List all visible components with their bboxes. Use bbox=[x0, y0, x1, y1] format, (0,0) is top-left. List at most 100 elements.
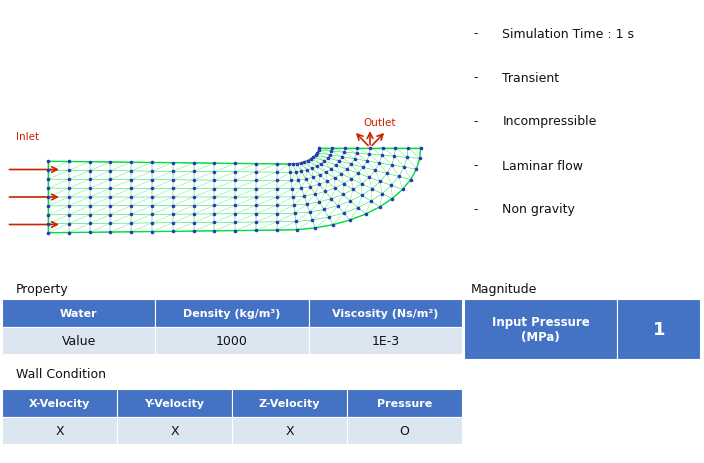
Text: Magnitude: Magnitude bbox=[471, 283, 537, 296]
Point bbox=[365, 144, 376, 152]
Point bbox=[363, 151, 375, 159]
Point bbox=[167, 211, 178, 219]
FancyBboxPatch shape bbox=[464, 300, 617, 359]
Point bbox=[349, 156, 360, 163]
Point bbox=[271, 219, 282, 226]
Text: Simulation Time : 1 s: Simulation Time : 1 s bbox=[503, 27, 634, 40]
Point bbox=[230, 194, 241, 201]
Point bbox=[296, 185, 307, 192]
Point bbox=[386, 182, 397, 190]
Point bbox=[271, 210, 282, 218]
Point bbox=[271, 186, 282, 193]
Point bbox=[42, 194, 54, 201]
Point bbox=[339, 144, 351, 152]
Point bbox=[230, 219, 241, 226]
Point bbox=[402, 144, 413, 152]
Point bbox=[315, 161, 327, 168]
Point bbox=[302, 157, 313, 165]
Point bbox=[314, 172, 325, 179]
Text: O: O bbox=[400, 424, 410, 437]
Point bbox=[293, 177, 304, 184]
Text: X: X bbox=[285, 424, 294, 437]
Point bbox=[401, 154, 413, 162]
Point bbox=[314, 199, 325, 206]
Point bbox=[287, 194, 298, 201]
Point bbox=[251, 169, 262, 176]
Point bbox=[344, 217, 356, 224]
Text: Property: Property bbox=[15, 283, 68, 296]
Point bbox=[320, 188, 331, 196]
Point bbox=[337, 191, 348, 199]
Point bbox=[84, 194, 95, 201]
Text: -: - bbox=[474, 159, 478, 172]
Text: Z-Velocity: Z-Velocity bbox=[259, 398, 320, 408]
Point bbox=[360, 211, 372, 218]
Point bbox=[284, 169, 296, 176]
Point bbox=[301, 167, 313, 175]
Point bbox=[346, 161, 357, 169]
Point bbox=[326, 195, 337, 203]
Point bbox=[105, 211, 116, 219]
Point bbox=[230, 160, 241, 168]
Point bbox=[42, 212, 54, 219]
Point bbox=[313, 147, 325, 155]
Point bbox=[338, 181, 349, 188]
Text: X: X bbox=[170, 424, 179, 437]
Text: X: X bbox=[55, 424, 64, 437]
Point bbox=[84, 203, 95, 210]
Point bbox=[347, 186, 358, 194]
FancyBboxPatch shape bbox=[347, 389, 462, 417]
Text: Water: Water bbox=[60, 308, 97, 318]
Point bbox=[251, 161, 262, 168]
FancyBboxPatch shape bbox=[308, 327, 462, 354]
Point bbox=[332, 203, 344, 210]
Point bbox=[295, 160, 306, 167]
Point bbox=[325, 166, 337, 173]
Point bbox=[125, 176, 137, 184]
Point bbox=[167, 194, 178, 201]
Text: Density (kg/m³): Density (kg/m³) bbox=[183, 308, 281, 318]
Point bbox=[389, 153, 400, 161]
Point bbox=[375, 178, 386, 186]
Text: Incompressible: Incompressible bbox=[503, 115, 597, 128]
Point bbox=[341, 166, 353, 174]
Point bbox=[311, 163, 322, 171]
Text: -: - bbox=[474, 115, 478, 128]
Point bbox=[318, 206, 329, 213]
Point bbox=[188, 194, 199, 201]
Text: 1: 1 bbox=[653, 320, 665, 338]
Point bbox=[63, 158, 75, 166]
Point bbox=[405, 176, 416, 184]
Point bbox=[230, 227, 241, 235]
Text: Pressure: Pressure bbox=[377, 398, 432, 408]
Point bbox=[188, 211, 199, 218]
Point bbox=[361, 158, 372, 165]
Text: Outlet: Outlet bbox=[363, 118, 396, 128]
Point bbox=[338, 210, 349, 217]
Point bbox=[84, 168, 95, 175]
Point bbox=[336, 171, 347, 178]
Point bbox=[42, 221, 54, 228]
FancyBboxPatch shape bbox=[2, 300, 156, 327]
Point bbox=[334, 158, 345, 165]
FancyBboxPatch shape bbox=[117, 389, 232, 417]
Point bbox=[415, 144, 426, 152]
Point bbox=[382, 170, 393, 178]
FancyBboxPatch shape bbox=[156, 327, 308, 354]
Point bbox=[301, 201, 313, 208]
Point bbox=[105, 229, 116, 236]
Point bbox=[326, 148, 337, 156]
Point bbox=[209, 169, 220, 176]
Text: Y-Velocity: Y-Velocity bbox=[144, 398, 204, 408]
Point bbox=[330, 162, 341, 169]
Point bbox=[397, 186, 408, 194]
Point bbox=[353, 204, 364, 212]
Point bbox=[125, 185, 137, 193]
Point bbox=[84, 159, 95, 166]
Text: -: - bbox=[474, 71, 478, 84]
Point bbox=[188, 228, 199, 235]
Point bbox=[167, 228, 178, 236]
Point bbox=[84, 176, 95, 184]
Point bbox=[209, 194, 220, 201]
Point bbox=[209, 177, 220, 184]
